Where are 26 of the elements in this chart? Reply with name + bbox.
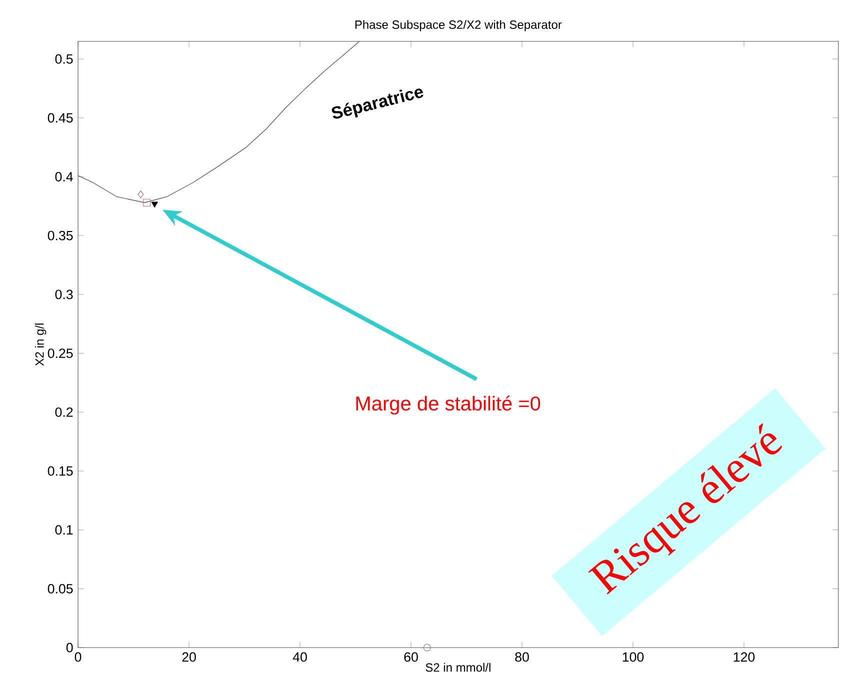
x-tick-label: 80 [515,652,529,662]
x-tick-label: 20 [182,652,196,662]
point [423,644,431,652]
annotation: Marge de stabilité =0 [356,396,540,415]
y-tick-label: 0.3 [55,290,73,300]
chart-title: Phase Subspace S2/X2 with Separator [355,20,562,32]
y-tick-label: 0.15 [48,466,73,476]
y-tick-label: 0.05 [48,584,73,594]
point [143,199,151,207]
y-tick-label: 0.5 [55,54,73,64]
y-tick-label: 0.45 [48,113,73,123]
y-tick-label: 0.35 [48,231,73,240]
x-tick-label: 120 [734,652,755,662]
x-axis-title: S2 in mmol/l [426,663,490,672]
x-tick-label: 40 [292,652,307,662]
y-tick-label: 0.4 [55,172,73,182]
point [138,190,144,198]
point [151,202,158,208]
y-tick-label: 0 [66,643,73,652]
y-tick-label: 0.1 [55,525,73,535]
y-tick-label: 0.25 [48,348,73,358]
y-axis-title: X2 in g/l [35,324,46,366]
x-tick-label: 100 [622,652,644,662]
x-tick-label: 60 [404,652,418,662]
y-tick-label: 0.2 [55,408,73,418]
x-tick-label: 0 [74,652,82,662]
